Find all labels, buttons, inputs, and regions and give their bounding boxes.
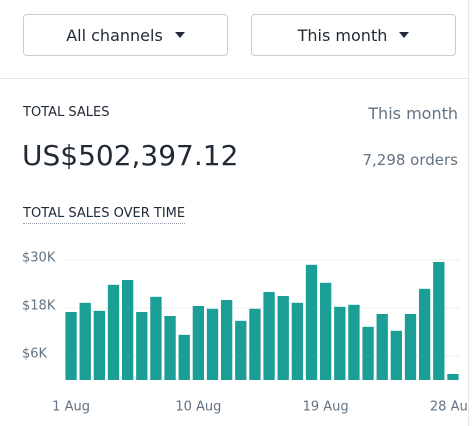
bar [164,316,176,380]
bar [447,374,459,380]
bar [291,302,304,380]
channel-dropdown[interactable]: All channels [23,14,228,56]
bar [79,302,91,380]
bar [150,296,162,380]
bar [404,314,417,380]
bar [277,296,289,380]
bar [192,306,205,380]
bar [249,308,261,380]
bar [418,288,431,380]
bar [121,280,134,380]
order-count: 7,298 orders [362,151,458,169]
bar [235,320,247,380]
bar [362,326,374,380]
dropdown-label: This month [297,25,388,45]
bar [390,330,403,380]
bar [319,282,332,380]
bar [178,334,190,380]
period-dropdown[interactable]: This month [251,14,456,56]
y-tick-label: $30K [22,251,56,266]
bar [220,300,233,380]
dropdown-label: All channels [66,25,163,45]
summary-title: TOTAL SALES [23,105,110,120]
divider [468,0,469,426]
bar [305,264,318,380]
bar [206,308,219,380]
y-tick-label: $6K [22,347,48,362]
bar [376,314,388,380]
bar [433,262,445,380]
caret-icon [399,32,410,38]
chart-title[interactable]: TOTAL SALES OVER TIME [23,206,186,224]
x-tick-label: 10 Aug [175,400,221,415]
y-tick-label: $18K [22,299,56,314]
bar [263,292,275,380]
bar [107,284,120,380]
x-tick-label: 1 Aug [52,400,90,415]
separator [0,78,469,79]
bar [93,310,106,380]
x-tick-label: 28 Aug [430,400,468,415]
bar [348,304,360,380]
bar [334,306,346,380]
caret-icon [174,32,185,38]
summary-period: This month [368,104,458,123]
bar [65,312,77,380]
total-sales: US$502,397.12 [22,139,239,172]
x-tick-label: 19 Aug [303,400,349,415]
bar [136,312,148,380]
